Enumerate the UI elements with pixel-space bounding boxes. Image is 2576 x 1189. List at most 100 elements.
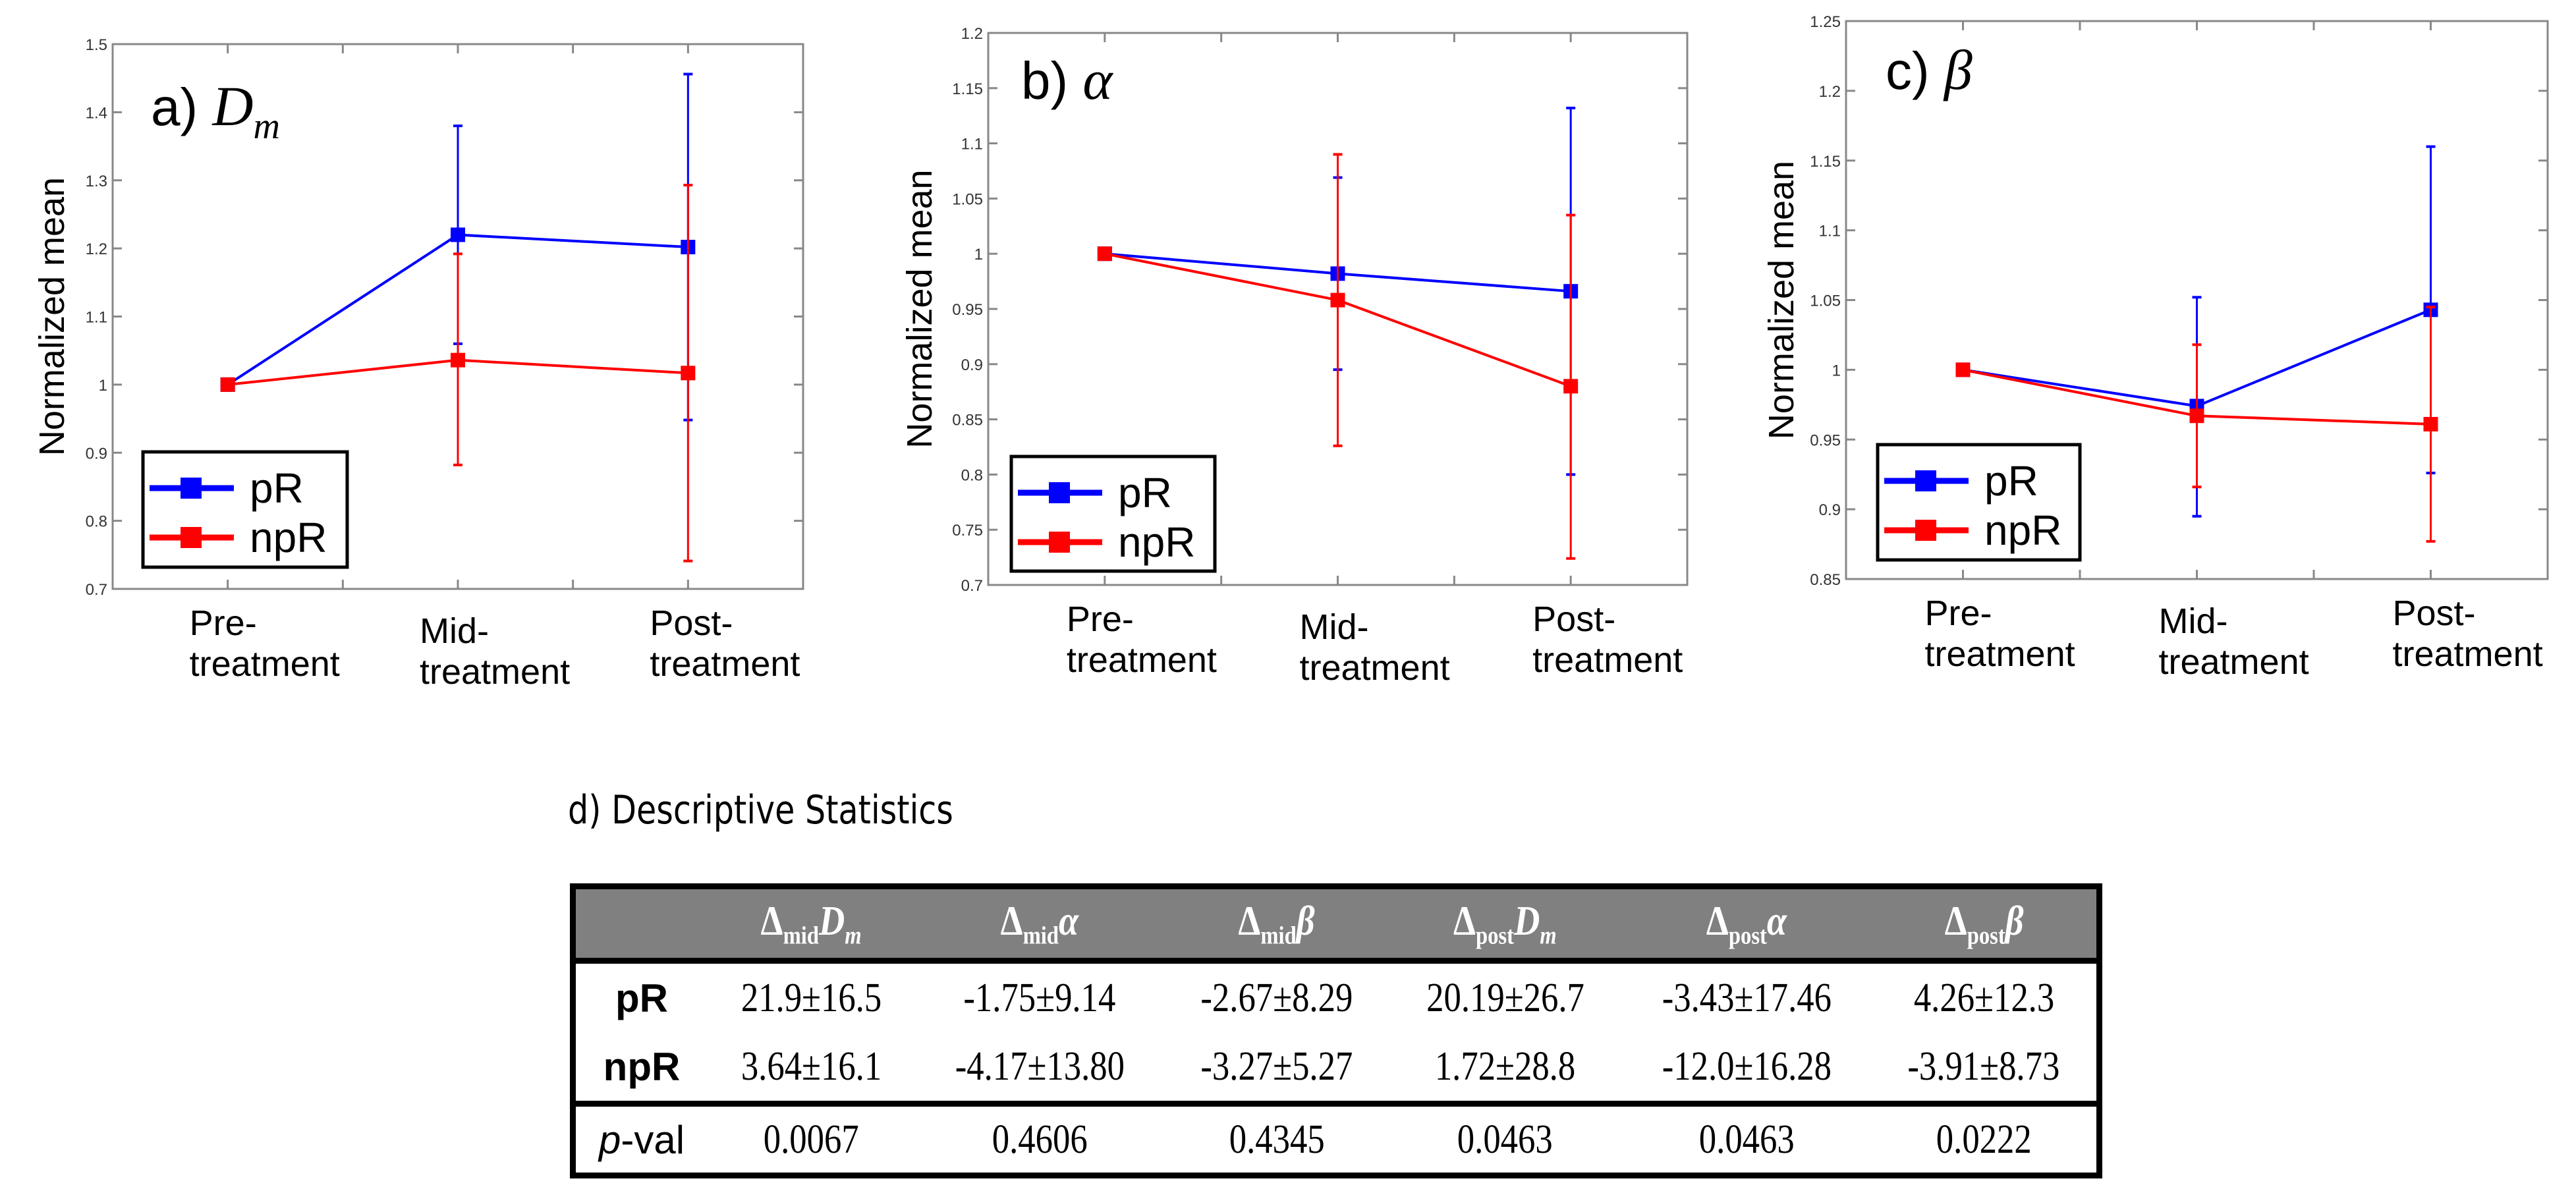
row-label: p-val xyxy=(573,1101,708,1176)
x-category-label: Mid- xyxy=(1300,607,1369,647)
table-cell: 0.4345 xyxy=(1164,1101,1389,1176)
data-point xyxy=(220,377,235,392)
legend-box xyxy=(141,450,349,569)
row-label: npR xyxy=(603,1044,681,1089)
legend-label: pR xyxy=(250,464,304,512)
y-tick-label: 1.25 xyxy=(1810,13,1841,31)
cell-value: -3.27±5.27 xyxy=(1200,1043,1353,1089)
header-var: D xyxy=(819,897,845,945)
table-row-npr: npR 3.64±16.1 -4.17±13.80 -3.27±5.27 1.7… xyxy=(573,1032,2100,1104)
y-tick-label: 1.5 xyxy=(86,36,107,54)
x-category-label: treatment xyxy=(1300,648,1450,688)
x-category-label: treatment xyxy=(2159,642,2309,682)
panel-label: b) xyxy=(1021,51,1082,110)
header-mid-beta: Δmidβ xyxy=(1164,886,1389,964)
series-npR xyxy=(220,183,696,563)
y-tick-label: 0.8 xyxy=(86,513,107,531)
table-cell: 0.0222 xyxy=(1871,1101,2100,1176)
cell-value: 0.4345 xyxy=(1229,1117,1325,1162)
y-tick-label: 1.15 xyxy=(952,80,983,98)
table-cell: -2.67±8.29 xyxy=(1165,961,1389,1033)
table-cell: -3.27±5.27 xyxy=(1165,1032,1389,1104)
header-post-beta: Δpostβ xyxy=(1871,886,2100,964)
delta-symbol: Δ xyxy=(1000,897,1023,945)
table-cell: 0.0067 xyxy=(708,1101,915,1176)
y-tick-label: 0.85 xyxy=(1810,571,1841,589)
table-cell: -1.75±9.14 xyxy=(914,961,1164,1033)
x-category-label: Post- xyxy=(1532,599,1615,639)
x-category-label: treatment xyxy=(1532,640,1683,680)
header-post-dm: ΔpostDm xyxy=(1388,886,1622,964)
table-row-pval: p-val 0.0067 0.4606 0.4345 0.0463 0.0463… xyxy=(573,1101,2100,1176)
data-point xyxy=(1563,379,1579,394)
y-tick-label: 1.2 xyxy=(961,25,983,43)
x-category-label: treatment xyxy=(2393,634,2543,674)
descriptive-statistics-table: ΔmidDm Δmidα Δmidβ ΔpostDm Δpostα Δpostβ… xyxy=(570,883,2102,1178)
cell-value: 20.19±26.7 xyxy=(1426,975,1584,1020)
panel-label: a) xyxy=(151,78,212,136)
header-var: β xyxy=(2005,897,2024,945)
y-tick-label: 1.3 xyxy=(86,173,107,190)
table-cell: -3.91±8.73 xyxy=(1871,1032,2099,1104)
cell-value: -4.17±13.80 xyxy=(955,1043,1125,1089)
y-tick-label: 0.8 xyxy=(961,466,983,484)
x-category-label: Post- xyxy=(650,603,733,643)
panel-variable: D xyxy=(211,74,253,138)
cell-value: -1.75±9.14 xyxy=(963,975,1116,1020)
y-tick-label: 1.2 xyxy=(1819,83,1841,101)
y-tick-label: 0.7 xyxy=(86,581,107,599)
legend-label: npR xyxy=(1118,518,1195,566)
y-tick-label: 0.9 xyxy=(961,356,983,374)
table-cell: 20.19±26.7 xyxy=(1389,961,1621,1033)
table-cell: 0.0463 xyxy=(1621,1101,1872,1176)
table-cell: 0.4606 xyxy=(914,1101,1165,1176)
panel-title: c) β xyxy=(1886,38,1973,101)
table-cell: -12.0±16.28 xyxy=(1621,1032,1871,1104)
data-point xyxy=(451,227,465,242)
y-tick-label: 1 xyxy=(99,377,107,395)
row-label-rest: -val xyxy=(621,1117,685,1162)
header-empty xyxy=(573,886,708,964)
cell-value: 0.4606 xyxy=(992,1117,1088,1162)
x-category-label: treatment xyxy=(420,652,570,692)
y-axis-label: Normalized mean xyxy=(32,177,72,456)
chart-panel-0: 0.70.80.911.11.21.31.41.5Pre-treatmentMi… xyxy=(32,36,804,692)
y-tick-label: 1.1 xyxy=(1819,223,1841,240)
delta-symbol: Δ xyxy=(1706,897,1729,945)
panel-title: b) α xyxy=(1021,48,1113,111)
y-tick-label: 0.75 xyxy=(952,522,983,539)
row-label: pR xyxy=(615,976,668,1020)
header-var: α xyxy=(1059,897,1079,945)
header-sub: post xyxy=(1728,922,1767,950)
delta-symbol: Δ xyxy=(1944,897,1967,945)
cell-value: -12.0±16.28 xyxy=(1662,1043,1832,1089)
header-mid-dm: ΔmidDm xyxy=(708,886,915,964)
panel-variable: β xyxy=(1943,38,1973,101)
cell-value: -3.43±17.46 xyxy=(1662,975,1832,1020)
table-cell: 3.64±16.1 xyxy=(708,1032,914,1104)
cell-value: 1.72±28.8 xyxy=(1434,1043,1576,1089)
x-category-label: Mid- xyxy=(420,611,489,651)
legend-marker xyxy=(1915,470,1936,491)
table-header-row: ΔmidDm Δmidα Δmidβ ΔpostDm Δpostα Δpostβ xyxy=(573,886,2100,964)
panel-variable-sub: m xyxy=(253,106,279,147)
panel-title: a) Dm xyxy=(151,74,280,147)
legend-box xyxy=(1876,443,2082,562)
y-tick-label: 0.9 xyxy=(86,445,107,462)
table-cell: 4.26±12.3 xyxy=(1871,961,2099,1033)
y-axis-label: Normalized mean xyxy=(900,169,939,448)
table-cell: 1.72±28.8 xyxy=(1389,1032,1621,1104)
chart-panel-2: 0.85 0.9 0.95 1 1.05 1.1 1.15 1.2 1.25 Pre-treatm… xyxy=(1762,13,2549,682)
cell-value: 0.0222 xyxy=(1936,1117,2032,1162)
x-category-label: treatment xyxy=(190,644,340,684)
row-label-italic: p xyxy=(598,1117,621,1162)
y-tick-label: 1.1 xyxy=(86,309,107,327)
y-tick-label: 1.05 xyxy=(1810,292,1841,310)
legend-marker xyxy=(1049,532,1070,553)
cell-value: -2.67±8.29 xyxy=(1200,975,1353,1020)
delta-symbol: Δ xyxy=(1238,897,1261,945)
table-title: d) Descriptive Statistics xyxy=(568,787,953,833)
